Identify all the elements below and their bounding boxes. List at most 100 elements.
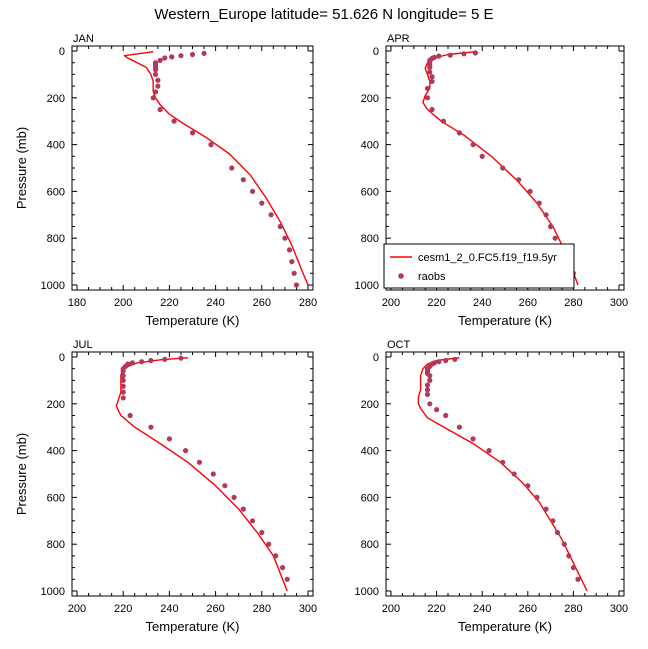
x-tick-label: 240 (473, 603, 491, 615)
raobs-point (456, 130, 462, 136)
raobs-point (240, 177, 246, 183)
raobs-point (259, 529, 265, 536)
y-tick-label: 1000 (355, 280, 379, 292)
raobs-point (429, 106, 435, 113)
raobs-point (552, 235, 558, 241)
raobs-point (240, 506, 246, 512)
x-tick-label: 240 (473, 297, 491, 309)
legend-marker-swatch (398, 273, 404, 279)
plot-frame (385, 351, 625, 597)
y-tick-label: 800 (47, 233, 65, 245)
raobs-point (208, 142, 214, 148)
raobs-point (127, 412, 133, 419)
y-tick-label: 1000 (355, 586, 379, 598)
raobs-point (427, 401, 433, 407)
raobs-point (273, 553, 279, 559)
raobs-point (120, 383, 126, 389)
panel-label: JAN (73, 33, 94, 45)
raobs-point (456, 424, 462, 430)
x-tick-label: 240 (206, 297, 224, 309)
x-tick-label: 220 (427, 603, 445, 615)
raobs-point (178, 53, 184, 59)
raobs-point (447, 52, 453, 58)
raobs-point (543, 212, 549, 218)
raobs-point (424, 85, 431, 92)
x-tick-label: 300 (610, 603, 628, 615)
raobs-point (284, 576, 290, 582)
raobs-point (120, 377, 126, 383)
raobs-point (500, 459, 506, 465)
y-axis-label: Pressure (mb) (14, 127, 29, 209)
raobs-point (259, 200, 265, 206)
y-tick-label: 200 (361, 93, 379, 105)
y-tick-label: 600 (47, 186, 65, 198)
raobs-point (139, 359, 145, 365)
plot-frame (71, 45, 314, 291)
y-tick-label: 400 (361, 140, 379, 152)
x-tick-label: 280 (299, 297, 317, 309)
raobs-point (282, 235, 288, 241)
y-tick-label: 1000 (41, 586, 65, 598)
raobs-point (120, 373, 126, 379)
raobs-point (561, 541, 567, 547)
raobs-point (148, 424, 154, 430)
raobs-point (129, 360, 136, 366)
y-tick-label: 200 (47, 93, 65, 105)
raobs-point (427, 69, 433, 75)
y-tick-label: 0 (373, 352, 379, 364)
x-tick-label: 220 (427, 297, 445, 309)
raobs-point (222, 483, 228, 489)
raobs-point (436, 359, 442, 365)
raobs-point (575, 576, 581, 582)
y-tick-label: 800 (361, 233, 379, 245)
raobs-point (155, 77, 161, 83)
panel-label: OCT (387, 339, 411, 351)
raobs-point (548, 223, 554, 230)
y-tick-label: 400 (361, 446, 379, 458)
raobs-point (427, 377, 433, 383)
x-axis-label: Temperature (K) (146, 313, 240, 328)
y-tick-label: 0 (373, 46, 379, 58)
plot-frame (71, 351, 314, 597)
raobs-point (536, 200, 542, 206)
raobs-point (266, 541, 272, 547)
raobs-point (486, 448, 492, 454)
raobs-point (150, 95, 156, 101)
y-tick-label: 600 (361, 492, 379, 504)
raobs-point (286, 247, 293, 253)
raobs-point (424, 382, 431, 388)
x-tick-label: 220 (160, 297, 178, 309)
raobs-point (201, 50, 207, 56)
x-tick-label: 300 (299, 603, 317, 615)
raobs-point (155, 83, 161, 89)
x-axis-label: Temperature (K) (146, 619, 240, 634)
raobs-point (525, 483, 531, 489)
panel-jan: JAN 180 200 220 240 260 280 0 200 400 600 800 1000 Te… (14, 33, 317, 328)
raobs-point (570, 565, 577, 571)
raobs-point (162, 356, 168, 362)
raobs-point (429, 74, 435, 80)
raobs-point (148, 357, 154, 364)
raobs-point (424, 95, 431, 101)
raobs-point (120, 368, 126, 374)
panel-label: APR (387, 33, 410, 45)
raobs-point (550, 518, 556, 524)
raobs-point (543, 506, 549, 512)
raobs-point (120, 389, 126, 395)
legend-entry-raobs: raobs (418, 271, 446, 283)
y-tick-label: 0 (59, 46, 65, 58)
raobs-point (293, 282, 300, 288)
y-tick-label: 800 (47, 539, 65, 551)
raobs-point (171, 118, 177, 124)
raobs-point (452, 356, 458, 362)
panel-jul: JUL 200 220 240 260 280 300 0 200 400 600 800 1000 Te… (14, 339, 317, 634)
y-tick-label: 600 (47, 492, 65, 504)
model-profile-line (115, 357, 288, 592)
raobs-point (210, 471, 216, 477)
panel-label: JUL (73, 339, 93, 351)
figure-title: Western_Europe latitude= 51.626 N longit… (154, 6, 494, 23)
raobs-point (277, 223, 283, 230)
raobs-point (511, 471, 517, 477)
